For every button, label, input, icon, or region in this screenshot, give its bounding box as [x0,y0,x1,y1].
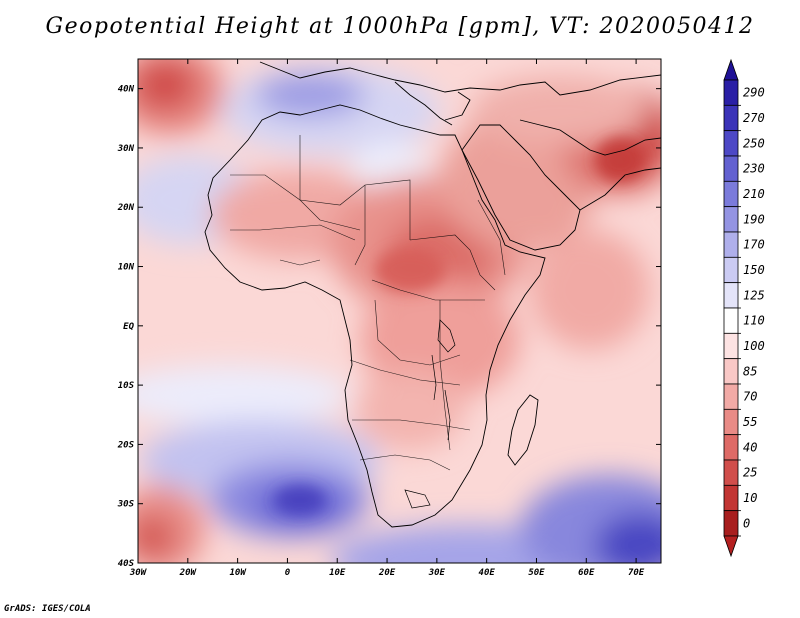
x-tick-label: 0 [285,568,291,578]
colorbar-swatch [723,484,739,512]
x-tick-label: 10W [229,568,247,578]
y-tick-label: 20S [117,440,135,450]
y-tick-label: 10N [118,263,135,273]
x-tick-label: 50E [528,568,545,578]
colorbar-label: 170 [743,238,765,252]
colorbar-label: 230 [743,162,765,176]
colorbar-swatch [723,282,739,309]
colorbar-swatch [723,332,739,360]
colorbar-label: 55 [743,415,757,429]
colorbar-swatch [723,358,739,385]
colorbar-label: 40 [743,440,757,454]
colorbar-swatch [723,231,739,258]
colorbar-label: 190 [743,212,765,226]
colorbar-label: 10 [743,491,757,505]
y-tick-label: 20N [117,203,135,213]
x-tick-label: 20W [179,568,198,578]
colorbar-swatch [723,383,739,410]
colorbar-swatch [723,206,739,233]
colorbar-swatch [723,155,739,182]
y-tick-label: 30S [117,500,135,510]
x-tick-label: 70E [628,568,645,578]
colorbar-swatch [723,510,739,537]
colorbar-label: 210 [743,187,765,201]
y-tick-label: 40S [118,559,135,569]
colorbar-label: 85 [743,364,757,378]
colorbar-label: 110 [743,314,765,328]
colorbar-label: 0 [743,516,750,530]
x-tick-label: 30W [129,568,148,578]
colorbar-swatch [723,256,739,284]
colorbar-swatch [723,130,739,157]
y-axis: 40S 30S 20S 10S EQ 10N 20N 30N 40N [117,85,661,569]
colorbar-bottom-arrow [723,535,739,558]
colorbar-swatch [723,459,739,486]
colorbar-label: 290 [743,86,765,100]
country-borders [230,135,506,471]
colorbar-swatch [723,180,739,208]
coastlines [204,61,661,528]
colorbar-swatch [723,408,739,436]
colorbar-label: 250 [743,136,765,150]
colorbar-label: 270 [743,111,765,125]
y-tick-label: 40N [118,85,135,95]
plot-title: Geopotential Height at 1000hPa [gpm], VT… [45,14,755,39]
colorbar-label: 100 [743,339,765,353]
x-axis: 30W 20W 10W 0 10E 20E 30E 40E 50E 60E 70E [129,59,645,578]
colorbar-swatch [723,434,739,461]
colorbar-swatch [723,104,739,132]
x-tick-label: 60E [578,568,595,578]
colorbar-top-arrow [723,58,739,81]
colorbar-label: 150 [743,263,765,277]
colorbar-label: 70 [743,390,757,404]
y-tick-label: EQ [123,322,134,332]
colorbar-label: 125 [743,288,765,302]
y-tick-label: 10S [118,381,135,391]
colorbar-swatch [723,79,739,106]
x-tick-label: 30E [428,568,446,578]
colorbar-swatch [723,307,739,334]
x-tick-label: 10E [329,568,346,578]
colorbar: 2902702502302101901701501251101008570554… [723,58,765,558]
x-tick-label: 40E [479,568,496,578]
y-tick-label: 30N [117,144,135,154]
x-tick-label: 20E [378,568,396,578]
grads-credit: GrADS: IGES/COLA [4,604,91,614]
height-field [138,59,661,563]
map-frame [137,58,662,564]
colorbar-label: 25 [743,466,757,480]
